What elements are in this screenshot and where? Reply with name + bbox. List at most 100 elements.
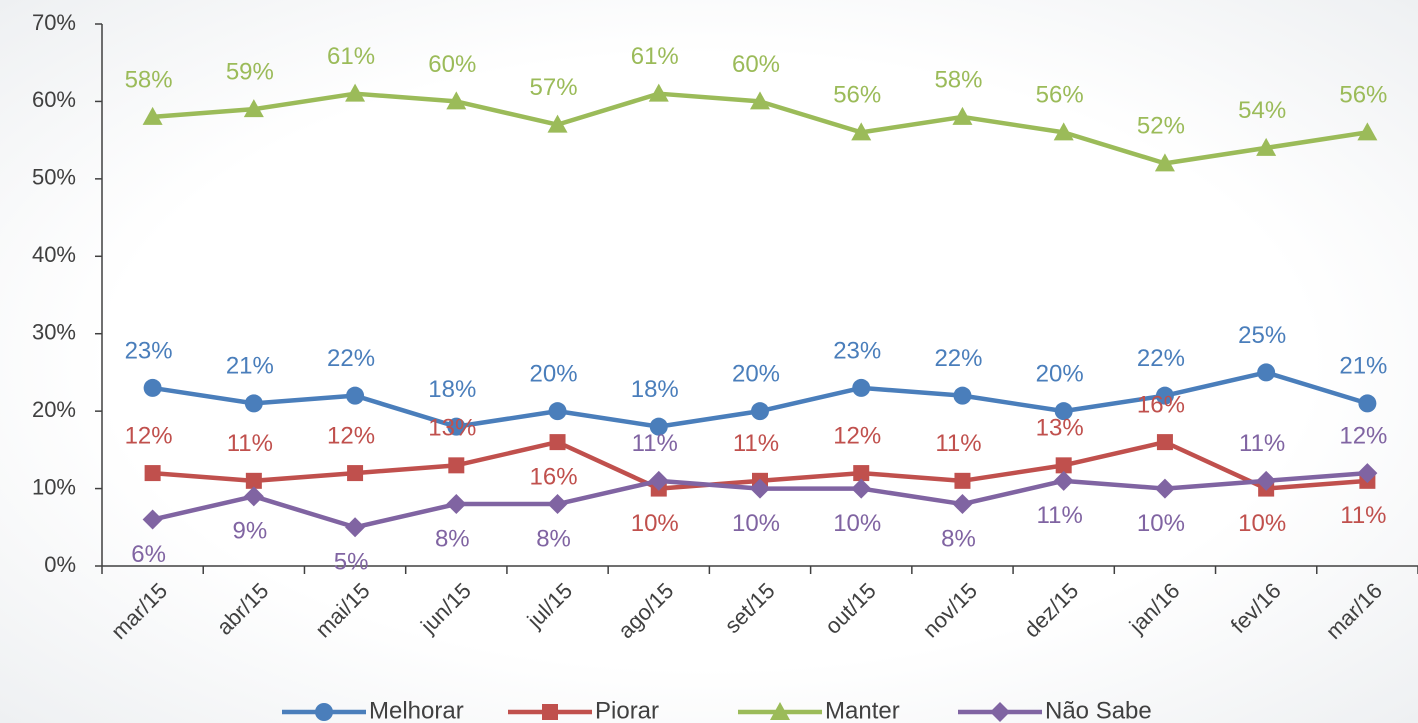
data-point	[648, 83, 669, 102]
data-label: 21%	[1339, 353, 1387, 380]
data-label: 22%	[327, 345, 375, 372]
x-tick-label: jan/16	[1124, 578, 1185, 639]
x-tick-label: mai/15	[310, 578, 374, 642]
x-tick-label: set/15	[720, 578, 780, 638]
data-label: 6%	[131, 541, 166, 568]
x-tick-label: fev/16	[1226, 578, 1286, 638]
legend-label: Não Sabe	[1045, 697, 1152, 723]
data-point	[1257, 363, 1276, 382]
data-point	[952, 494, 973, 515]
data-point	[1357, 463, 1378, 484]
y-tick-label: 70%	[32, 10, 76, 35]
data-point	[143, 378, 162, 397]
y-tick-label: 50%	[32, 165, 76, 190]
data-label: 12%	[1339, 422, 1387, 449]
legend-marker	[990, 702, 1010, 722]
data-point	[142, 509, 163, 530]
data-point	[750, 478, 770, 499]
data-label: 20%	[1036, 360, 1084, 387]
data-point	[853, 465, 870, 482]
data-label: 56%	[1339, 82, 1387, 109]
data-point	[1055, 457, 1072, 474]
data-point	[347, 465, 364, 482]
data-label: 11%	[632, 430, 678, 457]
data-point	[448, 457, 465, 474]
legend-label: Piorar	[595, 697, 659, 723]
legend-item: Manter	[738, 697, 900, 723]
data-point	[1053, 470, 1074, 491]
data-label: 10%	[833, 510, 881, 537]
y-tick-label: 30%	[32, 320, 76, 345]
y-tick-label: 10%	[32, 474, 76, 499]
data-label: 13%	[1036, 415, 1084, 442]
data-point	[243, 99, 264, 118]
data-label: 11%	[935, 430, 981, 457]
data-point	[751, 402, 769, 421]
data-point	[1256, 137, 1277, 156]
x-tick-label: mar/16	[1321, 578, 1387, 644]
data-point	[549, 434, 566, 451]
y-tick-label: 0%	[44, 552, 76, 577]
data-label: 52%	[1137, 113, 1185, 140]
data-point	[244, 394, 263, 413]
legend-marker	[542, 704, 558, 720]
y-tick-label: 20%	[32, 397, 76, 422]
data-label: 54%	[1238, 97, 1286, 124]
data-point	[851, 478, 872, 499]
data-point	[547, 494, 568, 515]
data-label: 61%	[631, 43, 679, 70]
x-tick-label: dez/15	[1019, 578, 1083, 642]
data-label: 12%	[327, 422, 375, 449]
data-point	[1053, 122, 1074, 141]
data-label: 60%	[428, 51, 476, 78]
legend-label: Melhorar	[369, 697, 464, 723]
data-label: 18%	[428, 376, 476, 403]
data-label: 56%	[1036, 82, 1084, 109]
data-label: 13%	[428, 415, 476, 442]
x-tick-label: mar/15	[106, 578, 172, 644]
data-point	[1154, 153, 1175, 172]
data-label: 5%	[334, 549, 369, 576]
data-label: 60%	[732, 51, 780, 78]
data-label: 10%	[732, 510, 780, 537]
data-point	[1154, 478, 1175, 499]
data-label: 11%	[1239, 430, 1285, 457]
data-point	[1357, 122, 1378, 141]
data-point	[1155, 386, 1174, 405]
data-point	[649, 417, 668, 436]
data-label: 10%	[1238, 510, 1286, 537]
data-point	[243, 486, 264, 507]
data-label: 8%	[941, 525, 976, 552]
data-label: 16%	[530, 463, 578, 490]
data-label: 11%	[227, 430, 273, 457]
data-point	[142, 106, 163, 125]
data-point	[648, 470, 669, 491]
data-point	[851, 122, 872, 141]
data-point	[953, 386, 972, 405]
legend-item: Melhorar	[282, 697, 464, 723]
data-label: 58%	[934, 66, 982, 93]
data-label: 22%	[1137, 345, 1185, 372]
data-point	[1256, 470, 1277, 491]
data-label: 8%	[435, 525, 470, 552]
data-point	[547, 114, 568, 133]
data-label: 16%	[1137, 391, 1185, 418]
data-point	[1156, 434, 1173, 451]
legend-label: Manter	[825, 697, 900, 723]
data-label: 11%	[733, 430, 779, 457]
legend-marker	[770, 702, 790, 720]
data-point	[144, 465, 161, 482]
data-label: 59%	[226, 59, 274, 86]
legend-marker	[315, 703, 333, 721]
data-label: 10%	[631, 510, 679, 537]
data-point	[750, 91, 770, 110]
data-label: 12%	[833, 422, 881, 449]
data-point	[346, 386, 365, 405]
data-label: 58%	[125, 66, 173, 93]
data-point	[1054, 402, 1073, 421]
x-tick-label: ago/15	[613, 578, 678, 643]
data-label: 57%	[530, 74, 578, 101]
x-tick-label: nov/15	[918, 578, 982, 642]
data-point	[446, 494, 467, 515]
data-point	[852, 378, 871, 397]
